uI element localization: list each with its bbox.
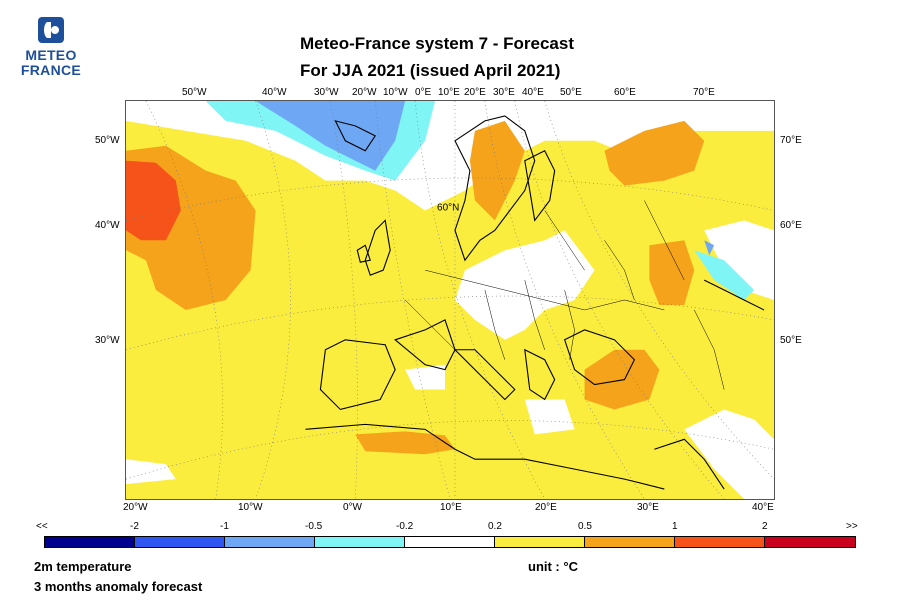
colorbar-swatch (135, 537, 225, 547)
lon-top-label: 50°E (560, 87, 582, 98)
lon-bottom-label: 20°W (123, 502, 148, 513)
footer-description: 3 months anomaly forecast (34, 579, 203, 594)
lon-bottom-label: 40°E (752, 502, 774, 513)
colorbar-label: 1 (672, 521, 678, 532)
graticule (126, 101, 774, 499)
footer-unit: unit : °C (528, 559, 578, 574)
lon-top-label: 40°E (522, 87, 544, 98)
lon-top-label: 60°E (614, 87, 636, 98)
lon-top-label: 40°W (262, 87, 287, 98)
anomaly-fill-white (454, 230, 595, 340)
colorbar-swatch (675, 537, 765, 547)
colorbar (44, 536, 856, 548)
colorbar-swatch (225, 537, 315, 547)
lat-label-60n: 60°N (437, 202, 459, 213)
colorbar-label: << (36, 521, 48, 532)
lat-right-label: 60°E (780, 220, 802, 231)
colorbar-label: -0.2 (396, 521, 414, 532)
anomaly-fill-white (126, 459, 176, 485)
colorbar-swatch (765, 537, 855, 547)
lon-top-label: 30°E (493, 87, 515, 98)
colorbar-label: -0.5 (305, 521, 323, 532)
lon-top-label: 50°W (182, 87, 207, 98)
anomaly-fill-white (524, 399, 575, 435)
lon-top-label: 20°W (352, 87, 377, 98)
anomaly-fill-white (405, 364, 446, 390)
logo-text-line1: METEO (25, 47, 77, 63)
title-line2: For JJA 2021 (issued April 2021) (300, 61, 561, 80)
colorbar-swatch (405, 537, 495, 547)
anomaly-map: 60°N (125, 100, 775, 500)
lat-left-label: 40°W (95, 220, 120, 231)
anomaly-fill-white (704, 220, 774, 300)
logo-text-line2: FRANCE (20, 62, 82, 78)
lon-top-label: 10°E (438, 87, 460, 98)
lon-top-label: 0°E (415, 87, 432, 98)
lon-top-label: 30°W (314, 87, 339, 98)
anomaly-fill-orange (469, 120, 525, 221)
lon-top-label: 10°W (383, 87, 408, 98)
lon-top-label: 70°E (693, 87, 715, 98)
lat-right-label: 70°E (780, 135, 802, 146)
lon-top-label: 20°E (464, 87, 486, 98)
colorbar-swatch (45, 537, 135, 547)
colorbar-label: >> (846, 521, 858, 532)
colorbar-label: 0.5 (578, 521, 592, 532)
meteo-france-logo: METEO FRANCE (18, 16, 84, 78)
lon-bottom-label: 20°E (535, 502, 557, 513)
anomaly-fill-orange (355, 431, 455, 455)
lon-bottom-label: 10°E (440, 502, 462, 513)
anomaly-fill-blue (255, 101, 406, 171)
anomaly-fill-orange (604, 120, 705, 186)
anomaly-fill-orange (649, 240, 695, 305)
anomaly-fill-blue (704, 240, 715, 256)
colorbar-swatch (585, 537, 675, 547)
colorbar-label: -2 (130, 521, 139, 532)
colorbar-swatch (495, 537, 585, 547)
lat-left-label: 50°W (95, 135, 120, 146)
anomaly-fill-cyan (694, 250, 755, 300)
title-line1: Meteo-France system 7 - Forecast (300, 34, 574, 53)
lat-right-label: 50°E (780, 335, 802, 346)
lat-left-label: 30°W (95, 335, 120, 346)
colorbar-label: -1 (220, 521, 229, 532)
colorbar-label: 0.2 (488, 521, 502, 532)
lon-bottom-label: 10°W (238, 502, 263, 513)
country-borders (404, 200, 725, 390)
lon-bottom-label: 30°E (637, 502, 659, 513)
meteo-france-logo-icon (38, 17, 64, 43)
lon-bottom-label: 0°W (343, 502, 362, 513)
chart-title: Meteo-France system 7 - Forecast For JJA… (250, 30, 650, 84)
colorbar-label: 2 (762, 521, 768, 532)
footer-variable: 2m temperature (34, 559, 132, 574)
colorbar-swatch (315, 537, 405, 547)
anomaly-fill-red (126, 160, 181, 241)
anomaly-fill-white (684, 409, 774, 499)
